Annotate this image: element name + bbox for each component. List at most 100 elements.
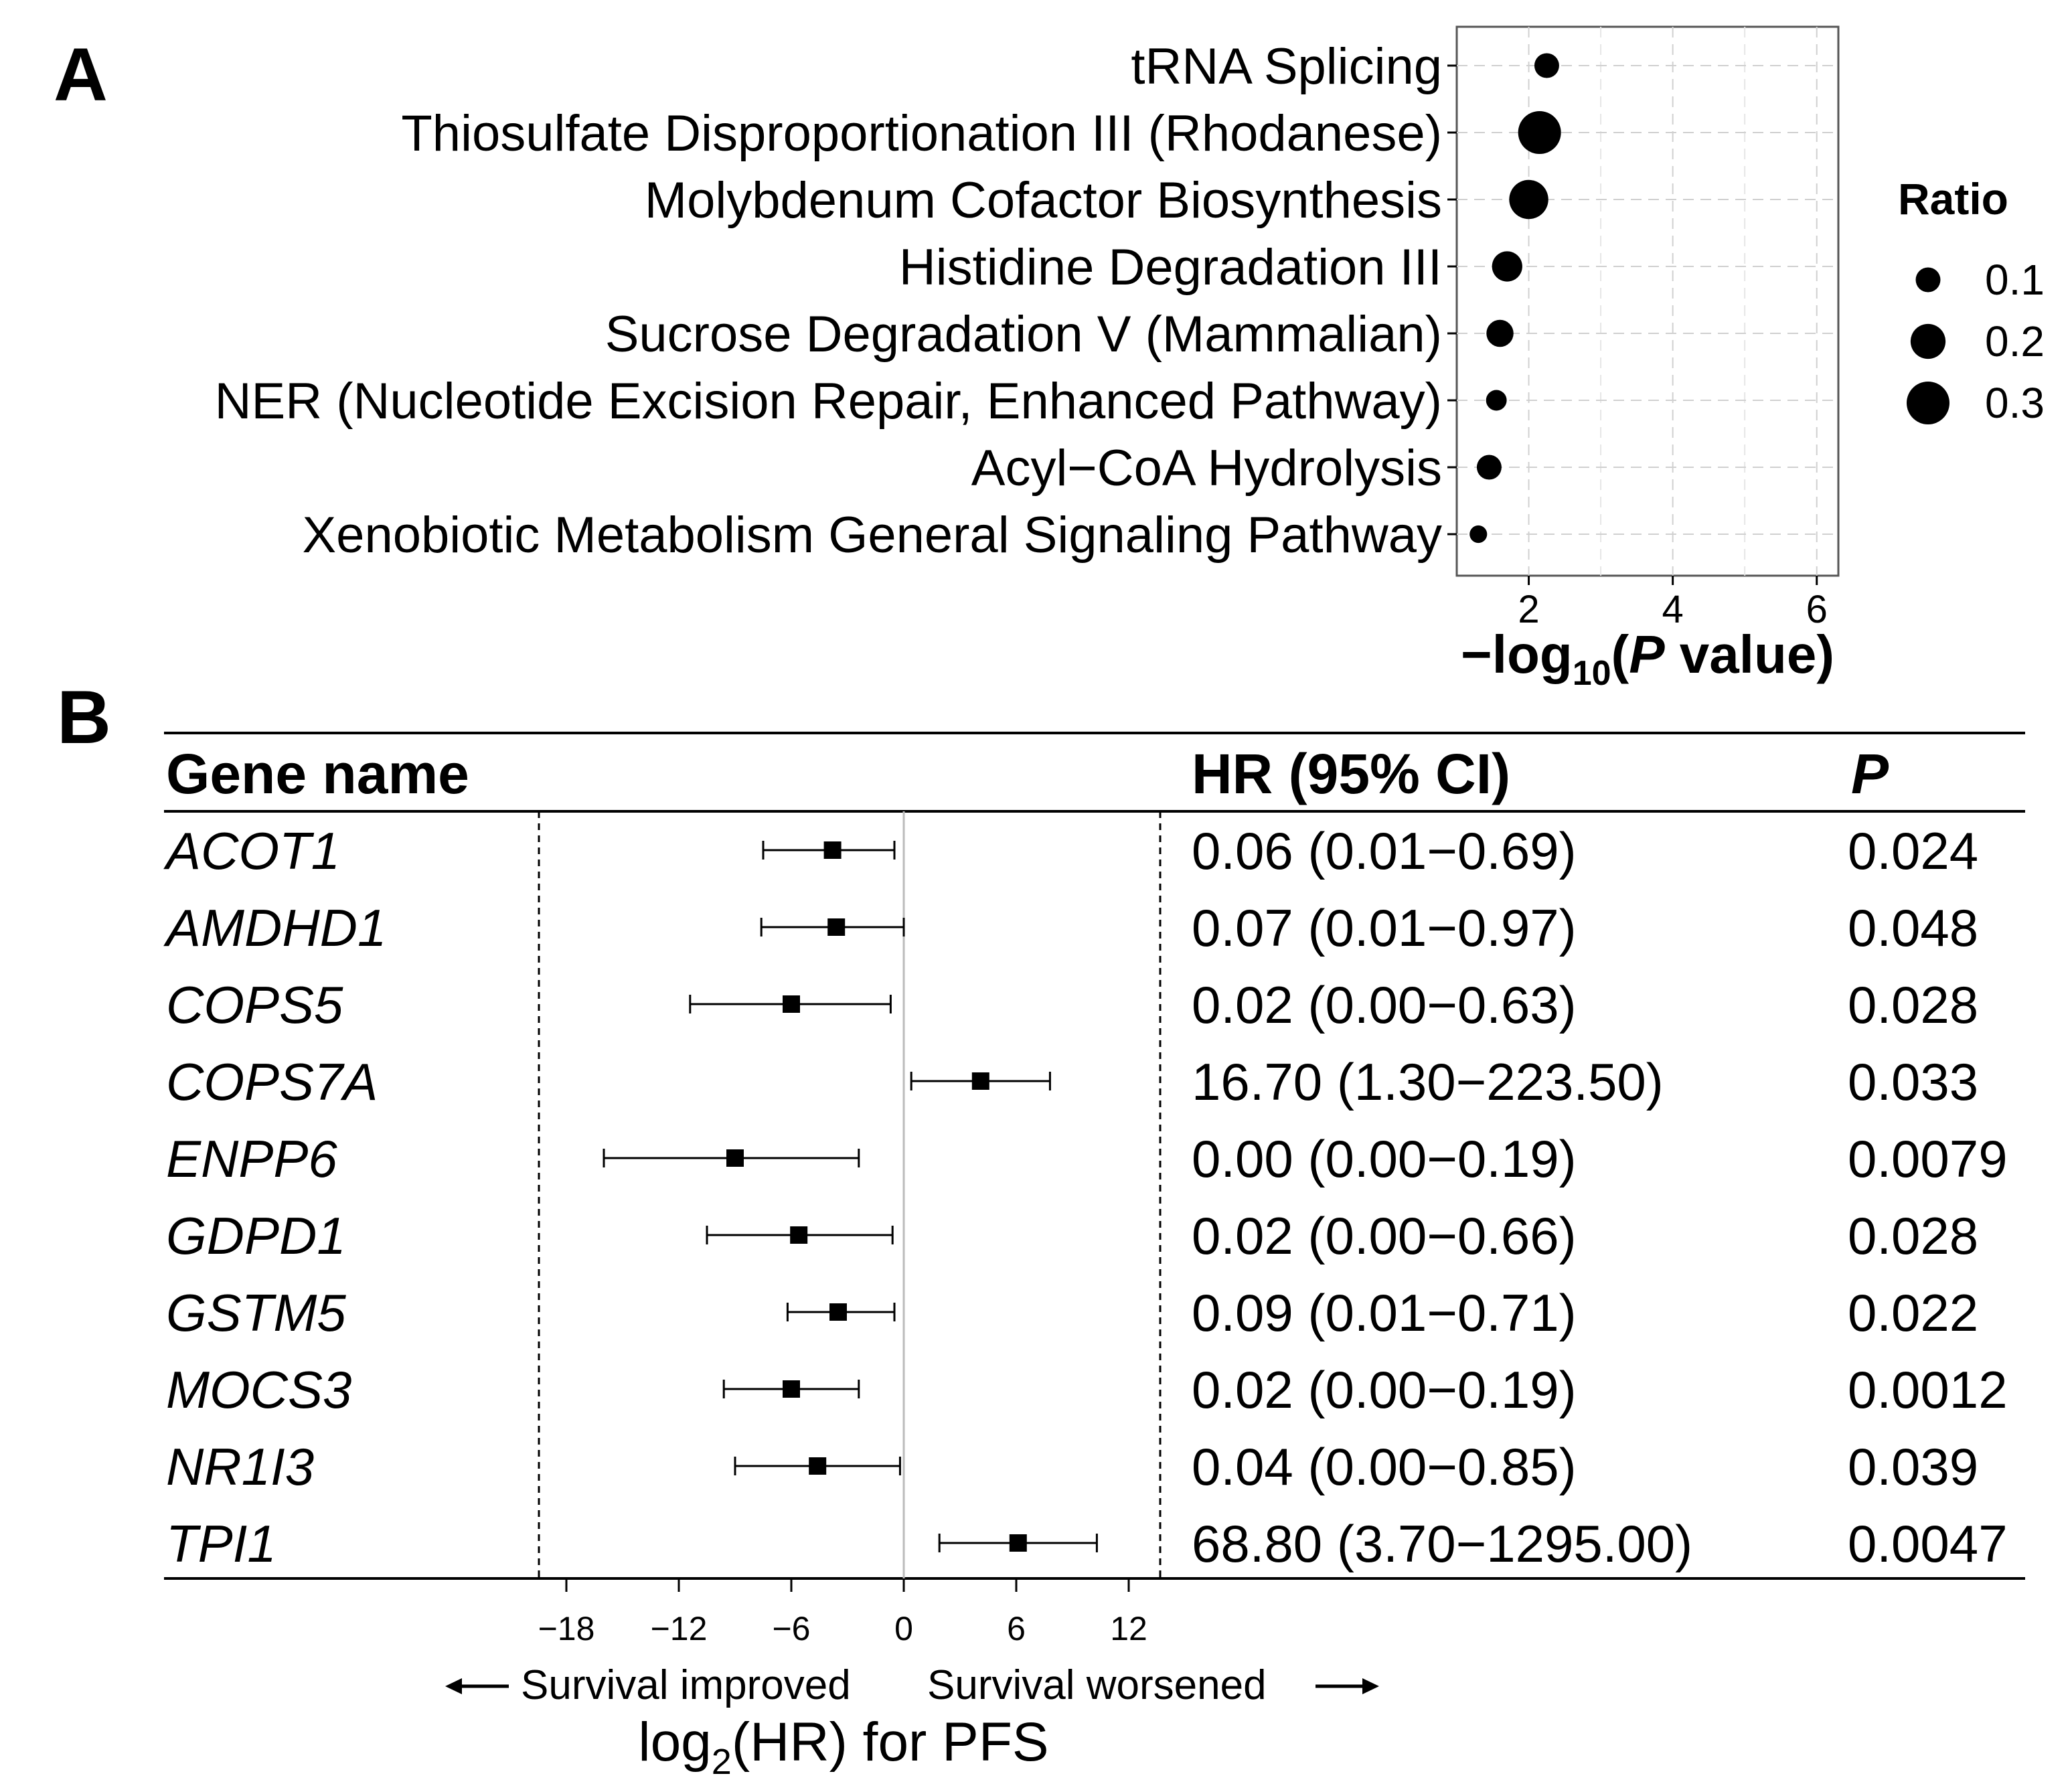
pathway-dot — [1476, 455, 1502, 480]
dot-plot-frame — [1455, 25, 1840, 577]
gene-name: ENPP6 — [166, 1129, 337, 1188]
pathway-label: Histidine Degradation III — [899, 239, 1442, 296]
p-value: 0.0047 — [1848, 1514, 2008, 1573]
pathway-dot — [1486, 319, 1514, 347]
forest-tick-label: −12 — [651, 1610, 708, 1647]
table-row: ENPP6 0.00 (0.00−0.19) 0.0079 — [166, 1129, 2008, 1188]
hr-point — [726, 1149, 744, 1167]
dot-plot-points — [1469, 53, 1561, 544]
table-row: COPS7A 16.70 (1.30−223.50) 0.033 — [166, 1052, 1978, 1111]
hr-ci-value: 0.02 (0.00−0.66) — [1192, 1206, 1577, 1265]
pathway-label: NER (Nucleotide Excision Repair, Enhance… — [215, 373, 1442, 430]
dot-plot-x-axis: 2 4 6 — [1518, 576, 1828, 631]
x-tick-label: 2 — [1518, 588, 1539, 631]
x-title-log: −log — [1461, 625, 1573, 684]
panel-label-b: B — [57, 675, 111, 759]
ratio-legend: Ratio 0.1 0.2 0.3 — [1898, 174, 2045, 427]
forest-x-axis-title: log2(HR) for PFS — [638, 1712, 1048, 1782]
x-title-rest: value) — [1665, 625, 1834, 684]
hr-ci-value: 0.02 (0.00−0.63) — [1192, 975, 1577, 1034]
table-row: COPS5 0.02 (0.00−0.63) 0.028 — [166, 975, 1978, 1034]
left-arrow-icon — [445, 1678, 462, 1694]
panel-label-a: A — [54, 33, 108, 116]
p-value: 0.028 — [1848, 975, 1978, 1034]
gene-name: AMDHD1 — [163, 898, 386, 957]
pathway-label: Sucrose Degradation V (Mammalian) — [605, 306, 1442, 363]
hr-point — [829, 1303, 847, 1321]
hr-point — [823, 841, 842, 859]
hr-point — [790, 1226, 808, 1244]
pathway-dot — [1534, 53, 1559, 78]
p-value: 0.039 — [1848, 1437, 1978, 1496]
fp-x-title-rest: (HR) for PFS — [732, 1712, 1049, 1773]
table-row: AMDHD1 0.07 (0.01−0.97) 0.048 — [163, 898, 1978, 957]
forest-table-panel: Gene name HR (95% CI) P ACOT1 0.06 (0.01−… — [163, 732, 2025, 1782]
legend-label: 0.1 — [1985, 256, 2045, 304]
hr-point — [827, 918, 846, 936]
legend-dot — [1915, 267, 1941, 293]
gene-name: COPS5 — [166, 975, 343, 1034]
dot-plot-gridlines — [1457, 27, 1838, 576]
x-tick-label: 6 — [1806, 588, 1828, 631]
forest-tick-label: −6 — [772, 1610, 810, 1647]
x-title-italic-p: P — [1629, 625, 1665, 684]
p-value: 0.0079 — [1848, 1129, 2008, 1188]
forest-tick-label: 12 — [1110, 1610, 1147, 1647]
pathway-label: Xenobiotic Metabolism General Signaling … — [302, 507, 1442, 564]
hr-ci-value: 0.00 (0.00−0.19) — [1192, 1129, 1577, 1188]
table-row: NR1I3 0.04 (0.00−0.85) 0.039 — [166, 1437, 1978, 1496]
hr-ci-value: 0.07 (0.01−0.97) — [1192, 898, 1577, 957]
p-value: 0.048 — [1848, 898, 1978, 957]
pathway-dot — [1469, 525, 1488, 544]
ratio-legend-title: Ratio — [1898, 174, 2008, 224]
x-title-open-paren: ( — [1611, 625, 1629, 684]
hr-point — [783, 995, 800, 1013]
pathway-label: Acyl−CoA Hydrolysis — [971, 440, 1442, 497]
table-row: GSTM5 0.09 (0.01−0.71) 0.022 — [166, 1283, 1978, 1342]
hr-ci-value: 0.09 (0.01−0.71) — [1192, 1283, 1577, 1342]
hr-point — [783, 1380, 800, 1398]
legend-dot — [1907, 382, 1949, 424]
gene-name: TPI1 — [166, 1514, 276, 1573]
fp-x-title-log: log — [638, 1712, 711, 1773]
pathway-dot — [1509, 179, 1548, 220]
hr-ci-value: 68.80 (3.70−1295.00) — [1192, 1514, 1692, 1573]
fp-x-title-subscript: 2 — [712, 1742, 732, 1782]
p-value: 0.022 — [1848, 1283, 1978, 1342]
hr-point — [809, 1457, 827, 1475]
p-value: 0.0012 — [1848, 1360, 2008, 1419]
legend-label: 0.2 — [1985, 317, 2045, 365]
pathway-dot — [1486, 390, 1507, 411]
header-gene-name: Gene name — [166, 742, 469, 805]
hr-point — [1009, 1534, 1027, 1552]
gene-name: NR1I3 — [166, 1437, 314, 1496]
hr-ci-value: 0.06 (0.01−0.69) — [1192, 821, 1577, 880]
pathway-label: Molybdenum Cofactor Biosynthesis — [645, 172, 1442, 229]
x-title-subscript: 10 — [1573, 654, 1611, 693]
forest-tick-label: 0 — [894, 1610, 913, 1647]
x-tick-label: 4 — [1662, 588, 1684, 631]
right-arrow-icon — [1362, 1678, 1379, 1694]
gene-name: GSTM5 — [166, 1283, 346, 1342]
gene-name: GDPD1 — [166, 1206, 346, 1265]
p-value: 0.028 — [1848, 1206, 1978, 1265]
table-row: ACOT1 0.06 (0.01−0.69) 0.024 — [163, 821, 1978, 880]
hr-ci-value: 0.04 (0.00−0.85) — [1192, 1437, 1577, 1496]
header-hr-ci: HR (95% CI) — [1192, 742, 1510, 805]
pathway-label: Thiosulfate Disproportionation III (Rhod… — [401, 105, 1442, 162]
forest-tick-label: 6 — [1007, 1610, 1026, 1647]
forest-tick-label: −18 — [538, 1610, 595, 1647]
pathway-dot — [1518, 111, 1561, 154]
hr-ci-value: 16.70 (1.30−223.50) — [1192, 1052, 1664, 1111]
hr-point — [971, 1072, 989, 1090]
forest-x-axis: −18 −12 −6 0 6 12 — [538, 1578, 1147, 1647]
header-p: P — [1851, 742, 1889, 805]
legend-dot — [1910, 323, 1946, 359]
survival-improved-label: Survival improved — [521, 1662, 851, 1708]
legend-label: 0.3 — [1985, 379, 2045, 427]
gene-name: COPS7A — [166, 1052, 378, 1111]
p-value: 0.024 — [1848, 821, 1978, 880]
dot-plot-y-axis: tRNA Splicing Thiosulfate Disproportionat… — [215, 38, 1457, 564]
forest-rows: ACOT1 0.06 (0.01−0.69) 0.024 AMDHD1 0.07 (0.… — [163, 821, 2008, 1573]
